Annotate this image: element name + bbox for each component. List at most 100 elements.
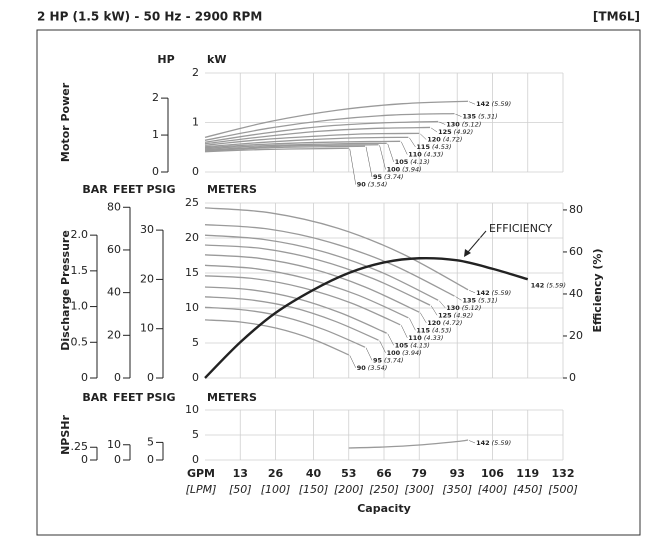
curve-label-diameter: (4.53) (432, 326, 452, 334)
label-leader (420, 312, 427, 323)
curve-label: 110 (4.33) (408, 151, 443, 159)
alt-axis-unit: PSIG (146, 391, 175, 404)
alt-tick-label: 20 (140, 272, 154, 285)
y-axis-title: Motor Power (59, 82, 72, 162)
y-tick-label: 0 (192, 371, 199, 384)
curve-label-size: 120 (427, 319, 441, 327)
y2-tick-label: 20 (569, 329, 583, 342)
y2-tick-label: 80 (569, 203, 583, 216)
curve-label-diameter: (4.13) (410, 158, 430, 166)
curve (204, 244, 431, 306)
y-tick-label: 10 (185, 301, 199, 314)
curve-label-diameter: (4.92) (454, 128, 474, 136)
alt-tick-label: 10 (140, 322, 154, 335)
curve-label-size: 90 (357, 181, 367, 189)
curve-label-diameter: (4.72) (443, 319, 463, 327)
curve (204, 275, 401, 326)
y-tick-label: 5 (192, 428, 199, 441)
curve-label: 142 (5.59) (476, 100, 511, 108)
alt-tick-label: 0 (147, 371, 154, 384)
curve-label-diameter: (5.59) (546, 281, 566, 289)
y-tick-label: 0 (192, 453, 199, 466)
x-tick-label2: [500] (548, 483, 578, 496)
curve-label-diameter: (4.13) (410, 341, 430, 349)
label-leader (430, 127, 438, 133)
curve-label-diameter: (3.54) (368, 364, 388, 372)
curve (204, 207, 469, 291)
x-tick-label2: [200] (334, 483, 364, 496)
x-axis-unit: GPM (187, 467, 215, 480)
curve-label-size: 110 (408, 151, 422, 159)
curve-label-diameter: (5.31) (478, 296, 498, 304)
curve-label: 115 (4.53) (416, 143, 451, 151)
alt-axis-unit: PSIG (146, 183, 175, 196)
y-tick-label: 0 (192, 165, 199, 178)
alt-tick-label: .25 (71, 440, 89, 453)
curve (348, 439, 469, 449)
alt-tick-label: 1 (152, 128, 159, 141)
curve (204, 264, 409, 319)
label-leader (439, 300, 446, 308)
curve-label-size: 110 (408, 334, 422, 342)
x-tick-label2: [100] (261, 483, 291, 496)
curve-label: 130 (5.12) (446, 121, 481, 129)
curve-label: 125 (4.92) (438, 128, 473, 136)
y-axis-title: Discharge Pressure (59, 230, 72, 351)
curve (204, 136, 409, 148)
curve-label: 105 (4.13) (395, 158, 430, 166)
label-leader (420, 133, 427, 140)
curve-label: 135 (5.31) (463, 296, 498, 304)
alt-tick-label: 0 (81, 371, 88, 384)
x-tick-label2: [250] (369, 483, 399, 496)
curve-label-diameter: (4.92) (454, 311, 474, 319)
curve-label: 142 (5.59) (476, 289, 511, 297)
label-leader (409, 318, 416, 331)
alt-tick-label: 80 (107, 200, 121, 213)
y-tick-label: 10 (185, 403, 199, 416)
alt-tick-label: 1.0 (71, 300, 89, 313)
alt-tick-label: 2 (152, 91, 159, 104)
label-leader (455, 296, 462, 301)
curve (204, 147, 349, 153)
label-leader (401, 325, 408, 338)
curve-label: 135 (5.31) (463, 113, 498, 121)
label-leader (430, 305, 438, 316)
x-axis-unit2: [LPM] (186, 483, 217, 496)
curve-label-diameter: (4.33) (424, 151, 444, 159)
curve-label: 125 (4.92) (438, 311, 473, 319)
curve-label-size: 142 (531, 281, 545, 289)
alt-tick-label: 20 (107, 328, 121, 341)
x-tick-label: 40 (306, 467, 322, 480)
curve-label-size: 130 (446, 304, 460, 312)
curve-label-diameter: (3.54) (368, 181, 388, 189)
label-leader (439, 121, 446, 125)
y-axis-unit: kW (207, 53, 226, 66)
curve-label: 90 (3.54) (357, 364, 388, 372)
curve (204, 145, 366, 152)
y-axis-title: NPSHr (59, 415, 72, 455)
curve-label-diameter: (4.33) (424, 334, 444, 342)
alt-axis-unit: FEET (113, 391, 144, 404)
alt-tick-label: 60 (107, 243, 121, 256)
curve-label-diameter: (3.74) (384, 173, 404, 181)
curve-label-size: 125 (438, 128, 452, 136)
curve-label-size: 115 (416, 326, 430, 334)
x-tick-label: 93 (450, 467, 465, 480)
curve-label-size: 100 (387, 349, 401, 357)
label-leader (468, 440, 476, 444)
label-leader (387, 143, 394, 163)
curve-label: 100 (3.94) (387, 349, 422, 357)
x-tick-label2: [300] (404, 483, 434, 496)
x-tick-label: 132 (552, 467, 575, 480)
alt-tick-label: 0 (147, 453, 154, 466)
alt-tick-label: 5 (147, 435, 154, 448)
curve (204, 126, 431, 145)
curve (204, 234, 439, 301)
curve-label-size: 100 (387, 166, 401, 174)
curve-label: 120 (4.72) (427, 136, 462, 144)
curve-label-size: 135 (463, 296, 477, 304)
y-tick-label: 2 (192, 66, 199, 79)
curve-label-diameter: (3.74) (384, 356, 404, 364)
x-tick-label2: [450] (513, 483, 543, 496)
